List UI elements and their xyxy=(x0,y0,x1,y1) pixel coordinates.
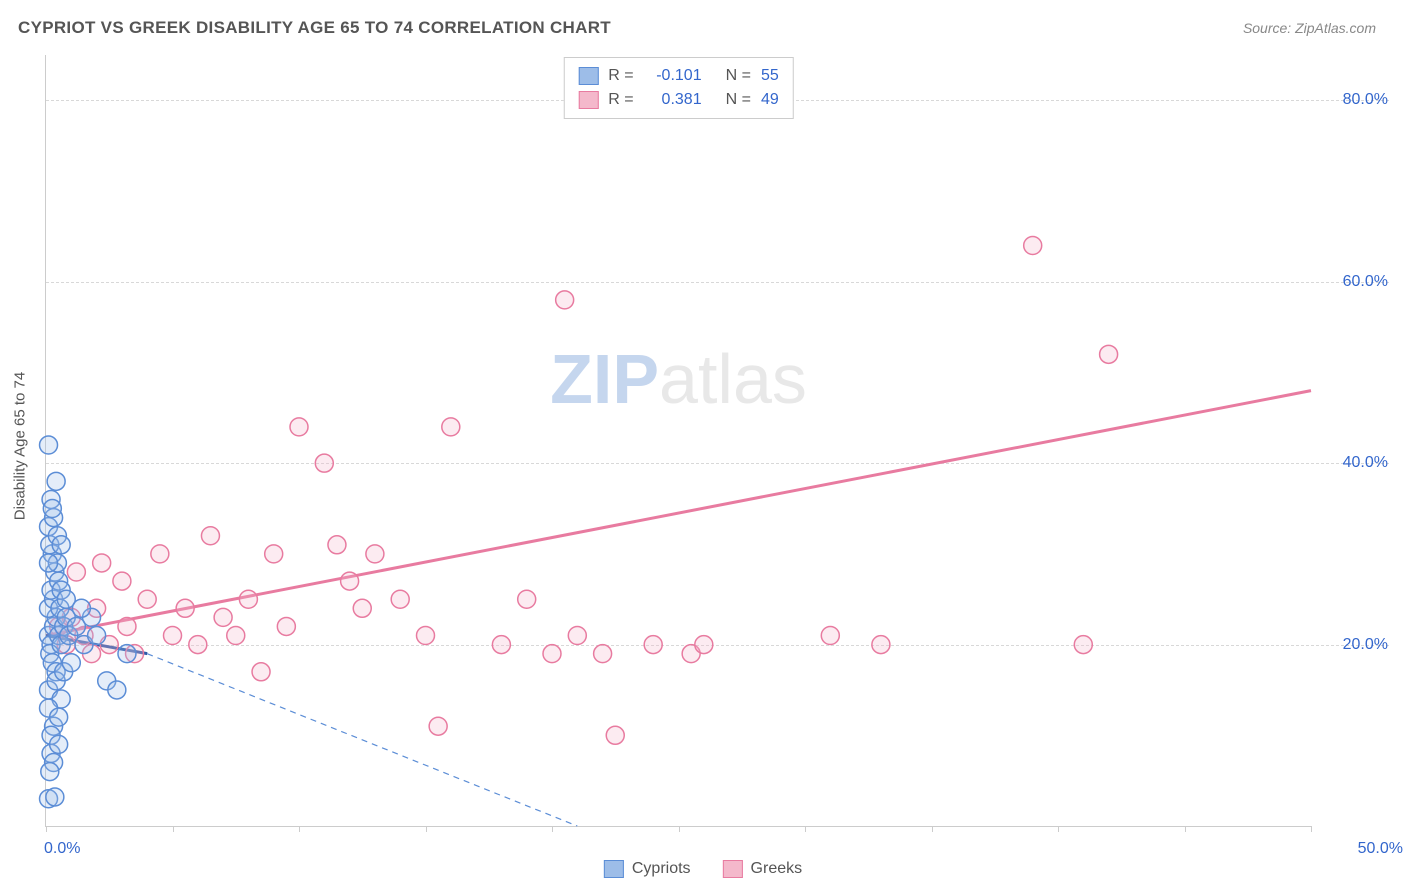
legend-swatch-greeks-icon xyxy=(723,860,743,878)
legend-label-greeks: Greeks xyxy=(751,860,803,878)
stats-box: R = -0.101 N = 55 R = 0.381 N = 49 xyxy=(563,57,793,119)
x-axis-max-label: 50.0% xyxy=(1358,840,1403,858)
x-axis-min-label: 0.0% xyxy=(44,840,80,858)
swatch-cypriots-icon xyxy=(578,67,598,85)
legend-label-cypriots: Cypriots xyxy=(632,860,691,878)
legend-swatch-cypriots-icon xyxy=(604,860,624,878)
legend-item-cypriots: Cypriots xyxy=(604,860,691,878)
y-tick-label: 20.0% xyxy=(1343,636,1388,654)
y-axis-title: Disability Age 65 to 74 xyxy=(12,372,29,520)
chart-title: CYPRIOT VS GREEK DISABILITY AGE 65 TO 74… xyxy=(18,18,611,38)
scatter-svg xyxy=(46,55,1311,826)
legend-item-greeks: Greeks xyxy=(723,860,803,878)
source-label: Source: ZipAtlas.com xyxy=(1243,20,1376,36)
stat-r-label2: R = xyxy=(608,91,633,109)
stat-r-greeks: 0.381 xyxy=(644,91,702,109)
stats-row-cypriots: R = -0.101 N = 55 xyxy=(578,64,778,88)
stat-n-label2: N = xyxy=(726,91,751,109)
stat-n-label: N = xyxy=(726,67,751,85)
swatch-greeks-icon xyxy=(578,91,598,109)
bottom-legend: Cypriots Greeks xyxy=(604,860,802,878)
chart-plot-area: ZIPatlas 20.0%40.0%60.0%80.0% R = -0.101… xyxy=(45,55,1311,827)
stat-n-cypriots: 55 xyxy=(761,67,779,85)
y-tick-label: 80.0% xyxy=(1343,91,1388,109)
stat-n-greeks: 49 xyxy=(761,91,779,109)
y-tick-labels: 20.0% 40.0% 60.0% 80.0% xyxy=(1311,55,1396,826)
y-tick-label: 60.0% xyxy=(1343,273,1388,291)
stat-r-cypriots: -0.101 xyxy=(644,67,702,85)
stat-r-label: R = xyxy=(608,67,633,85)
y-tick-label: 40.0% xyxy=(1343,454,1388,472)
stats-row-greeks: R = 0.381 N = 49 xyxy=(578,88,778,112)
